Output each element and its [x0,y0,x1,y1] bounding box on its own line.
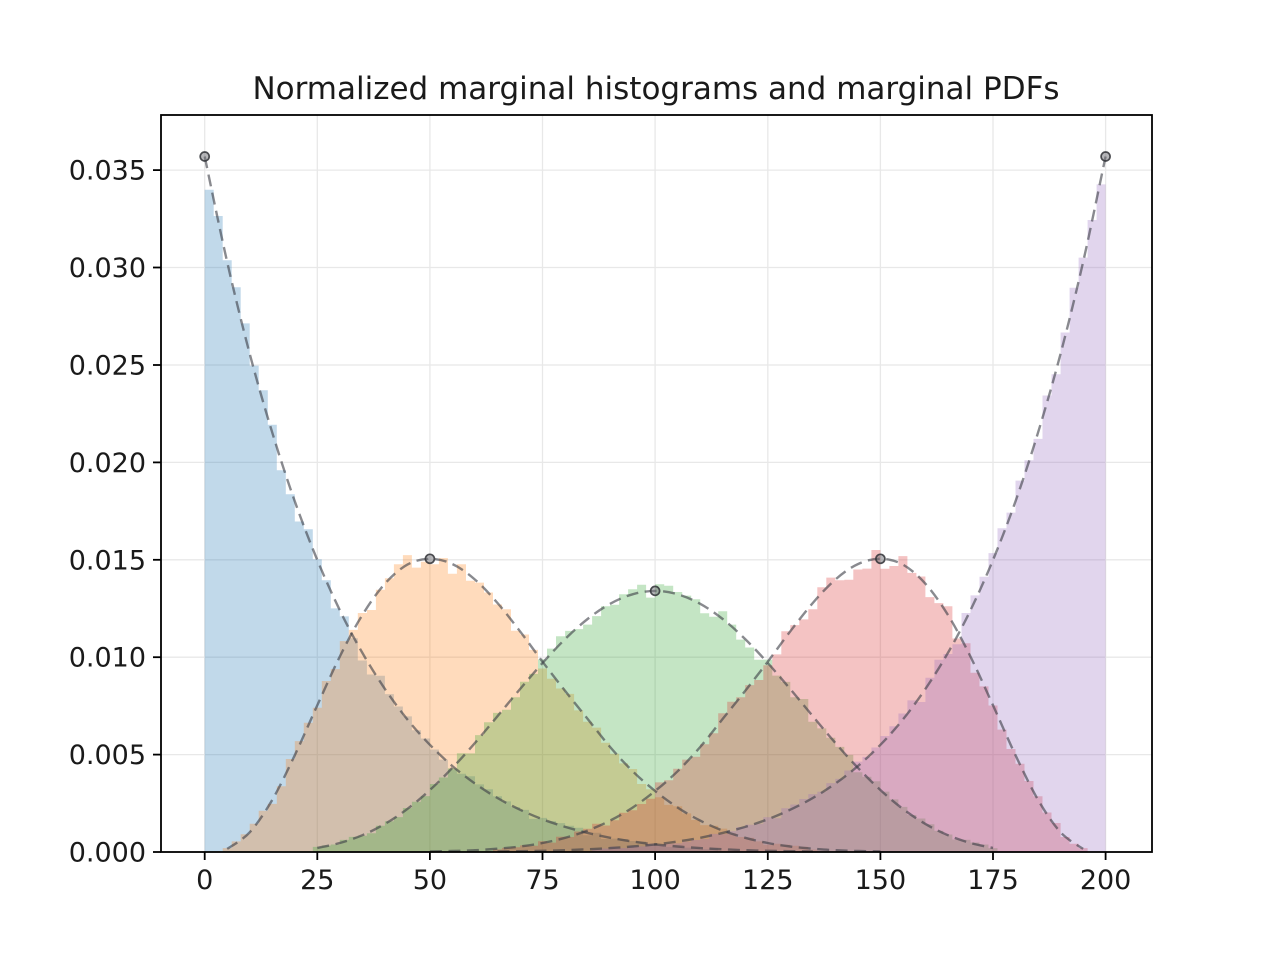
peak-marker-marginal-1-blue [199,151,211,162]
y-tick-label: 0.025 [69,351,146,382]
x-tick-label: 200 [1080,865,1132,896]
x-tick-label: 125 [742,865,794,896]
y-tick-label: 0.015 [69,545,146,576]
pdf-curve-marginal-2-orange [226,557,881,853]
histogram-marginal-4-red [493,550,1088,852]
x-tick-label: 25 [300,865,334,896]
x-tick-label: 0 [196,865,213,896]
peak-marker-marginal-2-orange [424,553,436,565]
y-tick-label: 0.010 [69,643,146,674]
histograms [204,184,1106,852]
pdf-curve-marginal-4-red [429,557,1084,853]
histogram-marginal-1-blue [204,189,719,852]
x-tick-label: 75 [525,865,559,896]
y-tick-label: 0.030 [69,253,146,284]
pdf-curve-marginal-5-purple [497,156,1107,853]
pdf-curve-marginal-1-blue [203,156,813,853]
grid [161,115,1152,853]
peak-marker-marginal-3-green [649,585,661,597]
y-tick-label: 0.035 [69,156,146,187]
chart-title: Normalized marginal histograms and margi… [252,71,1059,107]
x-tick-label: 175 [967,865,1019,896]
x-tick-label: 100 [629,865,681,896]
histogram-marginal-5-purple [592,184,1106,852]
x-tick-label: 50 [413,865,447,896]
histogram-marginal-2-orange [222,555,818,852]
plot-frame [160,114,1153,853]
x-tick-label: 150 [855,865,907,896]
y-tick-label: 0.000 [69,838,146,869]
y-tick-label: 0.005 [69,740,146,771]
y-tick-label: 0.020 [69,448,146,479]
axes: 0 25 50 75 100 125 150 175 200 0.000 0.005 0.010 0.0… [69,114,1153,896]
peak-marker-marginal-4-red [875,553,886,565]
histogram-marginal-3-green [312,584,998,852]
peak-marker-marginal-5-purple [1100,151,1111,162]
peak-markers [199,151,1111,597]
